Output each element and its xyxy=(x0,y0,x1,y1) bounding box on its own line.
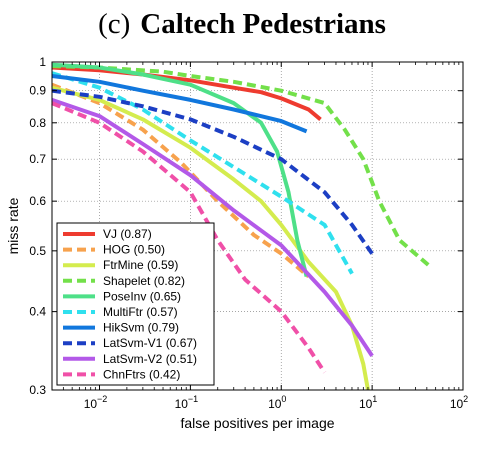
x-tick-labels: 10−2 10−1 100 101 102 xyxy=(84,394,468,411)
legend-label: LatSvm-V1 (0.67) xyxy=(103,336,197,350)
chart-title: (c) Caltech Pedestrians xyxy=(0,8,484,41)
legend-label: ChnFtrs (0.42) xyxy=(103,367,180,381)
series-line-hog xyxy=(51,82,310,279)
chart-title-text: Caltech Pedestrians xyxy=(140,8,386,40)
legend-label: PoseInv (0.65) xyxy=(103,289,181,303)
x-tick-label: 101 xyxy=(359,394,377,411)
y-tick-label: 0.6 xyxy=(29,194,46,208)
series-line-latsvm-v2 xyxy=(51,98,374,358)
y-tick-labels: 0.3 0.4 0.5 0.6 0.7 0.8 0.9 1 xyxy=(29,55,46,397)
legend-label: MultiFtr (0.57) xyxy=(103,305,178,319)
y-tick-label: 0.7 xyxy=(29,152,46,166)
chart-panel-label: (c) xyxy=(98,8,131,40)
y-tick-label: 0.5 xyxy=(29,244,46,258)
y-tick-label: 0.3 xyxy=(29,383,46,397)
x-axis-label: false positives per image xyxy=(180,415,334,431)
x-tick-label: 102 xyxy=(450,394,468,411)
series-line-hiksvm xyxy=(51,74,308,134)
series-layer xyxy=(51,62,433,391)
legend-label: VJ (0.87) xyxy=(103,227,152,241)
x-tick-label: 10−1 xyxy=(175,394,199,411)
series-line-shapelet xyxy=(51,64,433,270)
legend-label: Shapelet (0.82) xyxy=(103,274,185,288)
y-tick-label: 0.4 xyxy=(29,305,46,319)
legend-label: HOG (0.50) xyxy=(103,243,165,257)
x-tick-label: 10−2 xyxy=(84,394,108,411)
legend: VJ (0.87) HOG (0.50)FtrMine (0.59) Shapele… xyxy=(56,222,215,386)
series-line-multiftr xyxy=(51,71,354,275)
x-tick-label: 100 xyxy=(268,394,286,411)
y-axis-label: miss rate xyxy=(5,197,21,254)
tick-marks xyxy=(51,61,464,391)
legend-label: HikSvm (0.79) xyxy=(103,321,179,335)
y-tick-label: 1 xyxy=(39,55,46,69)
axes-frame xyxy=(51,61,464,391)
y-tick-label: 0.9 xyxy=(29,84,46,98)
legend-label: LatSvm-V2 (0.51) xyxy=(103,352,197,366)
legend-label: FtrMine (0.59) xyxy=(103,258,178,272)
y-tick-label: 0.8 xyxy=(29,116,46,130)
series-line-latsvm-v1 xyxy=(51,88,374,255)
